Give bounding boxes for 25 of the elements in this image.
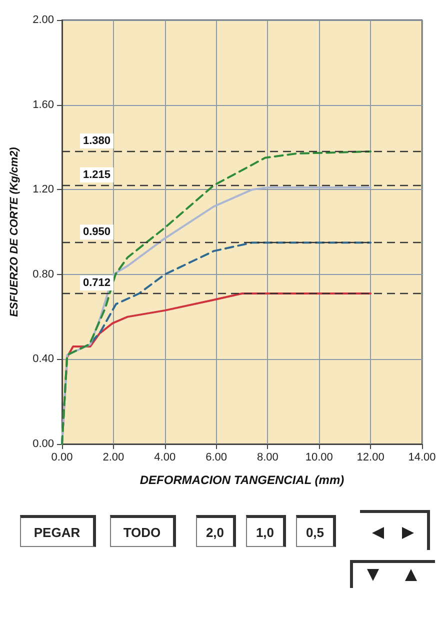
text: 2,0: [196, 515, 236, 547]
ref-line-label: 0.712: [83, 276, 111, 289]
x-tick-label: 14.00: [408, 452, 436, 464]
x-tick-label: 0.00: [51, 452, 73, 464]
text: 0,5: [296, 515, 336, 547]
x-tick-label: 12.00: [356, 452, 384, 464]
y-tick-label: 1.20: [32, 184, 54, 196]
y-tick-label: 0.00: [32, 438, 54, 450]
y-axis-title: ESFUERZO DE CORTE (Kg/cm2): [8, 146, 20, 317]
y-tick-label: 2.00: [32, 14, 54, 26]
text: TODO: [110, 515, 176, 547]
text: PEGAR: [20, 515, 96, 547]
y-tick-label: 0.40: [32, 353, 54, 366]
ref-line-label: 1.215: [83, 168, 111, 181]
x-tick-label: 8.00: [257, 452, 278, 464]
ref-line-label: 0.950: [83, 226, 111, 238]
x-axis-title: DEFORMACION TANGENCIAL (mm): [140, 473, 344, 487]
x-tick-label: 2.00: [102, 452, 124, 464]
y-tick-label: 0.80: [32, 268, 54, 280]
y-tick-label: 1.60: [32, 98, 54, 111]
x-tick-label: 4.00: [154, 452, 176, 464]
text: 1,0: [246, 515, 286, 547]
x-tick-label: 10.00: [305, 452, 333, 464]
ref-line-label: 1.380: [83, 134, 111, 147]
x-tick-label: 6.00: [206, 452, 227, 464]
